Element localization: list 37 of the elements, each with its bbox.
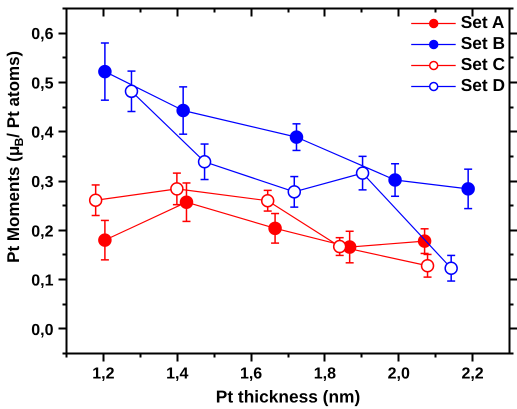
point: [288, 185, 302, 199]
x-tick-label: 1,4: [166, 366, 188, 382]
legend-label: Set B: [460, 33, 505, 54]
x-axis-title: Pt thickness (nm): [216, 386, 360, 406]
point: [420, 259, 434, 273]
y-tick-label: 0,1: [31, 272, 54, 290]
x-tick-label: 2,2: [461, 366, 484, 382]
x-tick-label: 1,2: [92, 366, 115, 382]
point: [198, 155, 212, 169]
point: [124, 84, 138, 98]
point: [98, 233, 112, 247]
y-tick-label: 0,2: [31, 223, 54, 240]
point: [356, 166, 370, 180]
y-tick-label: 0,4: [31, 124, 54, 142]
point: [176, 104, 190, 118]
y-tick-label: 0,6: [31, 26, 54, 44]
x-tick-label: 1,6: [240, 366, 262, 382]
point: [98, 64, 112, 78]
y-tick-label: 0,3: [31, 174, 54, 191]
y-tick-label: 0,0: [31, 322, 54, 339]
x-tick-label: 2,0: [388, 366, 410, 382]
legend-label: Set A: [460, 12, 504, 33]
y-tick-label: 0,5: [31, 75, 54, 92]
y-axis-title: Pt Moments (μB/ Pt atoms): [4, 50, 26, 263]
point: [444, 262, 458, 275]
x-tick-label: 1,8: [314, 366, 336, 382]
point: [88, 193, 102, 207]
point: [170, 182, 184, 196]
legend-label: Set C: [460, 54, 505, 75]
point: [388, 173, 402, 187]
point: [290, 130, 304, 144]
legend-label: Set D: [460, 75, 505, 96]
point: [461, 182, 475, 196]
point: [332, 240, 346, 254]
point: [260, 194, 274, 208]
point: [180, 195, 194, 209]
point: [268, 222, 282, 236]
